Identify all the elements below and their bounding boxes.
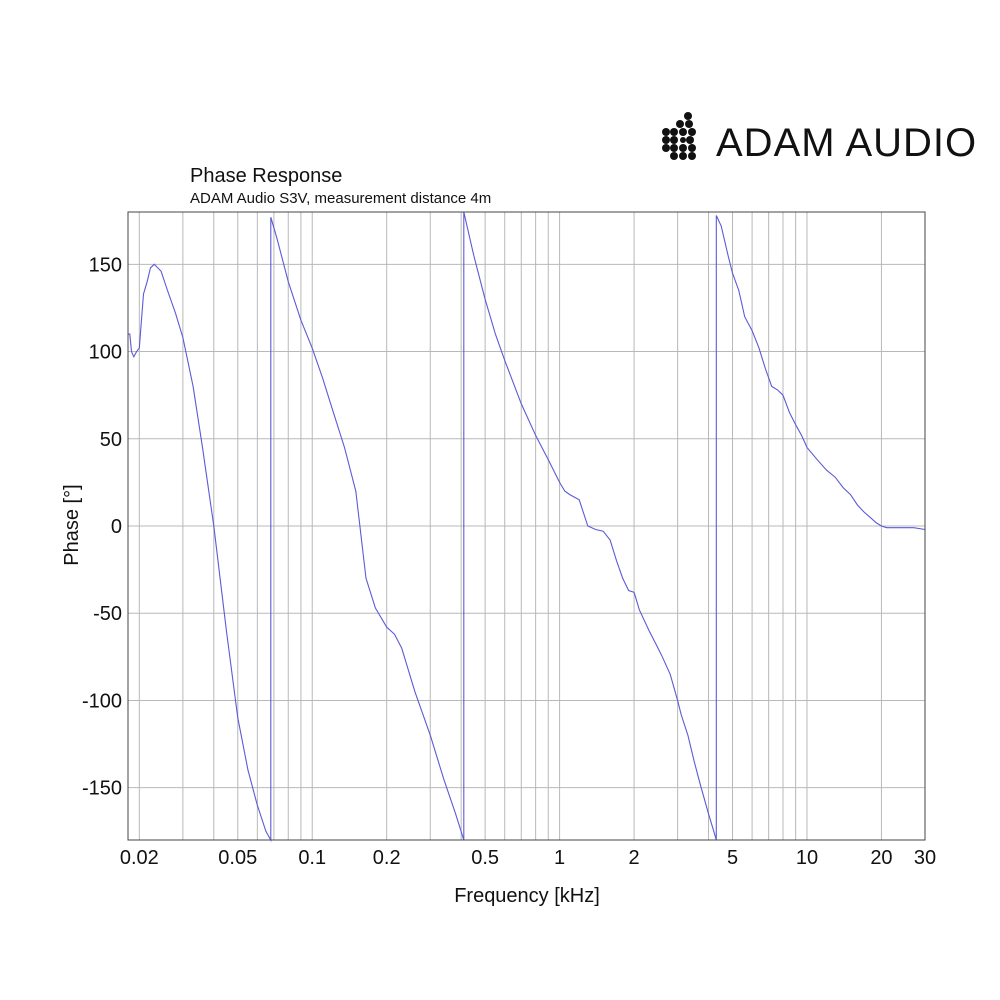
plot-frame <box>127 211 926 841</box>
logo-dot <box>670 144 678 152</box>
logo-dot <box>679 128 687 136</box>
x-tick-label: 2 <box>629 847 640 869</box>
y-tick-label: -50 <box>93 603 122 625</box>
chart-subtitle: ADAM Audio S3V, measurement distance 4m <box>190 190 491 207</box>
logo-dot <box>688 152 696 160</box>
y-tick-label: -100 <box>82 690 122 712</box>
x-tick-label: 10 <box>796 847 818 869</box>
logo-dot <box>679 152 687 160</box>
logo-dot <box>662 128 670 136</box>
series-layer <box>128 211 926 843</box>
y-axis-label: Phase [°] <box>61 484 83 565</box>
y-tick-label: -150 <box>82 778 122 800</box>
logo-dot <box>676 120 684 128</box>
phase-series-line <box>128 211 926 843</box>
logo-dot <box>688 144 696 152</box>
x-tick-label: 0.2 <box>373 847 401 869</box>
y-tick-label: 0 <box>111 516 122 538</box>
logo-dot <box>670 128 678 136</box>
y-tick-label: 50 <box>100 429 122 451</box>
logo-dot <box>680 137 686 143</box>
x-tick-label: 0.5 <box>471 847 499 869</box>
logo-dot <box>670 136 678 144</box>
logo-dot <box>679 144 687 152</box>
x-tick-label: 0.05 <box>218 847 257 869</box>
adam-audio-dot-logo-icon <box>662 112 696 160</box>
logo-dot <box>684 112 692 120</box>
y-tick-labels: 150 100 50 0 -50 -100 -150 <box>82 254 122 799</box>
x-tick-label: 30 <box>914 847 936 869</box>
logo-dot <box>662 144 670 152</box>
chart-title: Phase Response <box>190 165 342 187</box>
x-tick-labels: 0.02 0.05 0.1 0.2 0.5 1 2 5 10 20 30 <box>120 847 936 869</box>
grid-lines <box>128 212 925 840</box>
logo-dot <box>685 120 693 128</box>
x-tick-label: 20 <box>870 847 892 869</box>
logo-dot <box>688 128 696 136</box>
logo-dot <box>670 152 678 160</box>
logo-dot <box>662 136 670 144</box>
y-tick-label: 100 <box>89 342 122 364</box>
logo-dot <box>686 136 694 144</box>
y-tick-label: 150 <box>89 254 122 276</box>
x-tick-label: 0.1 <box>298 847 326 869</box>
x-tick-label: 1 <box>554 847 565 869</box>
x-tick-label: 0.02 <box>120 847 159 869</box>
brand-name: ADAM AUDIO <box>716 121 977 165</box>
x-tick-label: 5 <box>727 847 738 869</box>
x-axis-label: Frequency [kHz] <box>454 885 600 907</box>
